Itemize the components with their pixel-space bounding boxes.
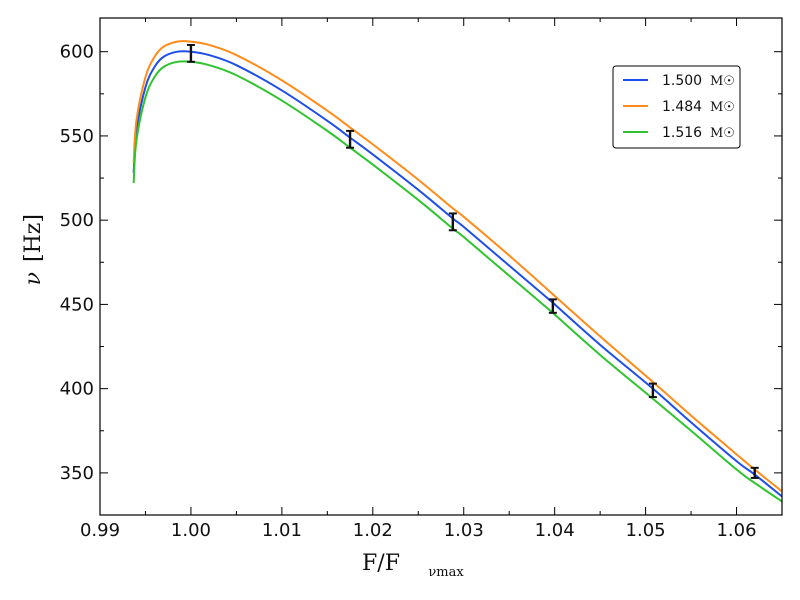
y-tick-label: 450 <box>60 294 94 315</box>
error-bar <box>448 212 457 232</box>
series-line-1.484 <box>132 40 782 493</box>
y-tick-label: 500 <box>60 210 94 231</box>
x-axis-label: F/F <box>362 551 400 576</box>
legend-box <box>612 65 741 149</box>
series-line-1.516 <box>132 60 782 503</box>
legend-unit: M☉ <box>710 126 735 141</box>
y-tick-label: 400 <box>60 379 94 400</box>
error-bar <box>186 43 195 63</box>
x-axis-label-subscript: νmax <box>428 565 464 580</box>
error-bar <box>346 129 355 149</box>
x-tick-label: 1.03 <box>444 520 484 541</box>
plot-frame <box>99 17 783 516</box>
legend-label: 1.484 <box>662 99 702 115</box>
legend-label: 1.500 <box>662 73 702 89</box>
x-tick-label: 1.00 <box>171 520 211 541</box>
legend-item: 1.484 M☉ <box>623 99 735 115</box>
error-bar <box>750 466 759 479</box>
legend-label: 1.516 <box>662 125 702 141</box>
y-axis-label: ν [Hz] <box>21 214 46 285</box>
y-tick-label: 600 <box>60 42 94 63</box>
x-tick-label: 1.06 <box>716 520 756 541</box>
error-bars <box>186 43 759 479</box>
x-tick-label: 1.05 <box>626 520 666 541</box>
axis-ticks <box>99 18 782 516</box>
error-bar <box>648 382 657 399</box>
x-tick-label: 1.02 <box>353 520 393 541</box>
y-tick-labels: 350 400 450 500 550 600 <box>60 42 94 484</box>
legend-unit: M☉ <box>710 100 735 115</box>
x-tick-labels: 0.99 1.00 1.01 1.02 1.03 1.04 1.05 1.06 <box>80 520 757 541</box>
y-tick-label: 550 <box>60 126 94 147</box>
error-bar <box>548 298 557 314</box>
legend: 1.500 M☉ 1.484 M☉ 1.516 M☉ <box>612 65 741 149</box>
y-tick-label: 350 <box>60 463 94 484</box>
x-tick-label: 0.99 <box>80 520 120 541</box>
legend-unit: M☉ <box>710 74 735 89</box>
legend-item: 1.516 M☉ <box>623 125 735 141</box>
legend-item: 1.500 M☉ <box>623 73 735 89</box>
x-tick-label: 1.01 <box>262 520 302 541</box>
svg-text:ν: ν <box>21 272 46 285</box>
x-tick-label: 1.04 <box>535 520 575 541</box>
svg-text:[Hz]: [Hz] <box>21 214 46 262</box>
